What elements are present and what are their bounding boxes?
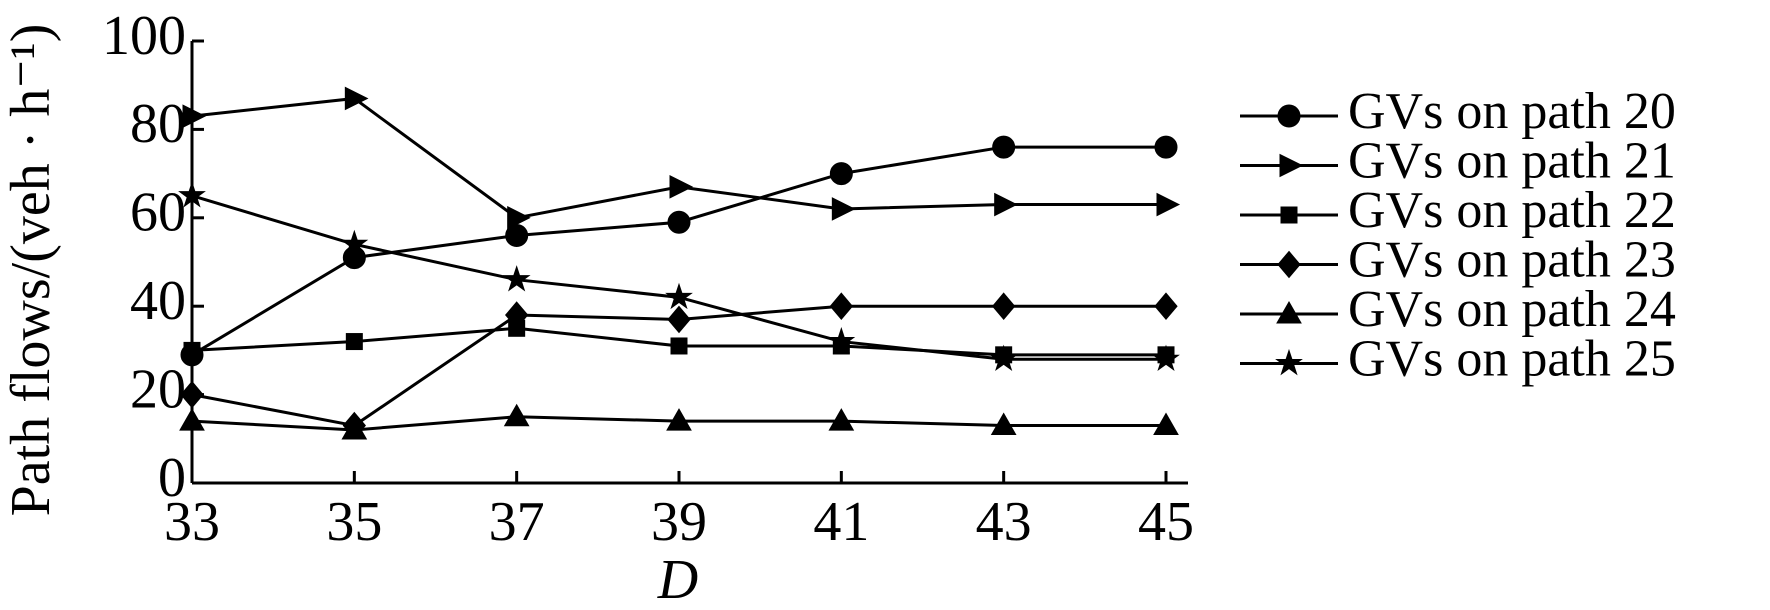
- y-axis-label: Path flows/(veh · h⁻¹): [0, 24, 62, 517]
- legend-label: GVs on path 23: [1348, 231, 1676, 288]
- y-tick-label: 40: [130, 270, 186, 332]
- legend-label: GVs on path 25: [1348, 330, 1676, 387]
- data-point: [667, 210, 691, 234]
- data-point: [344, 86, 369, 111]
- y-tick-label: 0: [158, 447, 186, 509]
- data-point: [994, 192, 1018, 217]
- series-line: [191, 96, 1166, 220]
- legend-marker: [1275, 348, 1303, 376]
- data-point: [178, 181, 206, 208]
- data-point: [341, 416, 368, 440]
- data-point: [1154, 292, 1178, 320]
- legend-marker: [1277, 250, 1301, 279]
- data-point: [831, 197, 856, 221]
- legend-label: GVs on path 22: [1348, 182, 1676, 239]
- x-tick-label: 41: [813, 491, 869, 553]
- y-tick-label: 60: [130, 182, 186, 244]
- y-tick-label: 80: [130, 93, 186, 155]
- legend-label: GVs on path 20: [1348, 83, 1676, 140]
- data-point: [507, 205, 531, 230]
- x-tick-label: 35: [326, 491, 382, 553]
- x-tick-label: 33: [164, 491, 220, 553]
- data-point: [828, 408, 855, 431]
- legend-marker: [1279, 153, 1304, 178]
- data-point: [670, 337, 688, 355]
- data-point: [665, 282, 693, 310]
- data-point: [829, 292, 853, 320]
- legend-marker: [1277, 104, 1301, 128]
- data-point: [345, 333, 363, 351]
- x-tick-label: 37: [489, 491, 545, 553]
- data-point: [827, 326, 856, 354]
- x-tick-label: 43: [976, 491, 1032, 553]
- data-point: [503, 403, 530, 427]
- y-tick-label: 100: [102, 5, 186, 67]
- legend-label: GVs on path 21: [1348, 132, 1676, 189]
- x-tick-label: 45: [1138, 491, 1194, 553]
- data-point: [989, 344, 1018, 372]
- x-tick-label: 39: [651, 491, 707, 553]
- y-tick-label: 20: [130, 358, 186, 420]
- data-point: [1156, 192, 1181, 217]
- data-point: [1152, 344, 1180, 372]
- x-axis-label: D: [657, 549, 698, 610]
- data-point: [1153, 412, 1179, 436]
- data-point: [1154, 135, 1178, 159]
- data-point: [829, 162, 853, 186]
- data-point: [505, 301, 529, 329]
- data-point: [183, 341, 201, 359]
- legend-label: GVs on path 24: [1348, 281, 1676, 338]
- data-point: [990, 412, 1017, 436]
- data-point: [502, 265, 531, 292]
- legend-marker: [1280, 206, 1298, 224]
- data-point: [992, 292, 1016, 320]
- data-point: [340, 229, 369, 257]
- data-point: [179, 408, 205, 431]
- data-point: [180, 380, 204, 409]
- data-point: [992, 135, 1016, 159]
- data-point: [669, 175, 694, 199]
- data-point: [182, 104, 207, 128]
- data-point: [666, 408, 692, 431]
- legend-marker: [1276, 300, 1302, 324]
- data-point: [667, 305, 691, 334]
